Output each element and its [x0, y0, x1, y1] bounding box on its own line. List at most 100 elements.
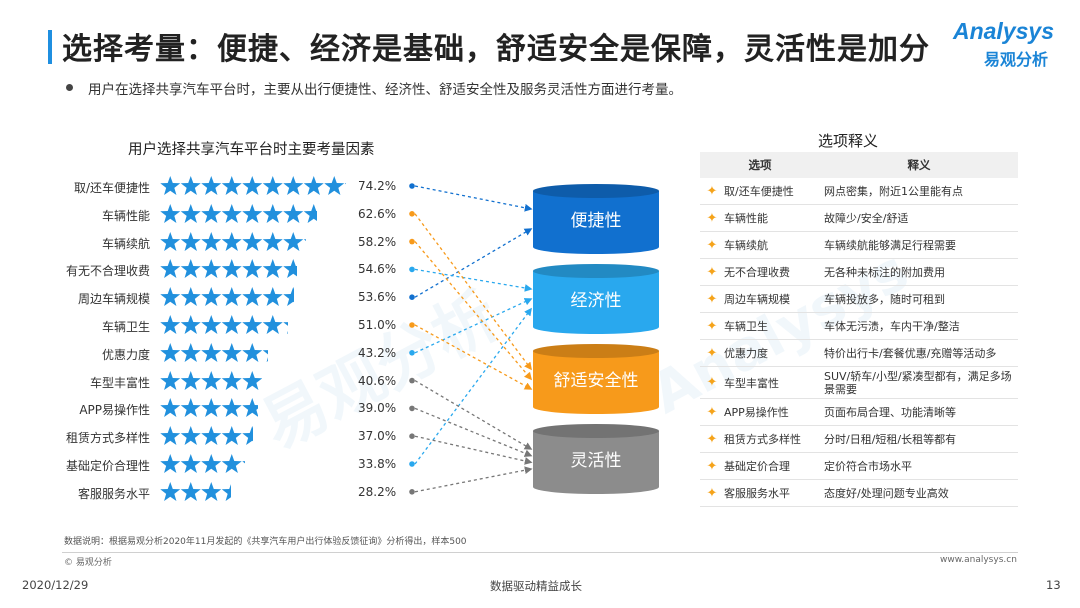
star-mark	[283, 176, 304, 195]
definition-option: APP易操作性	[724, 406, 789, 419]
definition-row: ✦ 客服服务水平 态度好/处理问题专业高效	[700, 480, 1018, 507]
star-mark	[242, 315, 263, 334]
star-mark	[160, 315, 181, 334]
category-label: 周边车辆规模	[77, 292, 150, 307]
star-mark	[324, 176, 345, 195]
cylinder-label: 便捷性	[571, 211, 622, 231]
chart-row: 租赁方式多样性 37.0%	[0, 424, 396, 448]
star-mark	[242, 426, 253, 446]
star-mark	[242, 342, 263, 362]
value-label: 74.2%	[358, 179, 397, 193]
category-label: 客服服务水平	[77, 486, 150, 501]
value-label: 53.6%	[358, 290, 397, 305]
star-mark	[180, 398, 201, 418]
header-option: 选项	[748, 158, 772, 172]
category-label: 车辆卫生	[101, 320, 150, 334]
star-bar	[160, 424, 253, 448]
sparkle-icon: ✦	[706, 375, 718, 390]
definition-option: 车辆性能	[724, 212, 768, 225]
connector-dot	[409, 183, 415, 189]
connector-dot	[409, 211, 415, 217]
chart-row: 优惠力度 43.2%	[0, 341, 396, 365]
value-label: 33.8%	[358, 457, 397, 471]
star-mark	[221, 203, 242, 223]
value-label: 28.2%	[358, 484, 397, 499]
star-mark	[242, 461, 245, 464]
logo-text-en: Analysys	[952, 18, 1054, 44]
star-mark	[180, 454, 201, 473]
definition-option: 周边车辆规模	[724, 293, 790, 306]
definition-row: ✦ 车型丰富性 SUV/轿车/小型/紧凑型都有，满足多场景需要	[700, 367, 1018, 399]
star-mark	[201, 203, 222, 223]
connector-dot	[409, 433, 415, 440]
star-mark	[160, 454, 181, 473]
page-title: 选择考量：便捷、经济是基础，舒适安全是保障，灵活性是加分	[62, 32, 930, 67]
cylinder-label: 灵活性	[571, 451, 622, 471]
definition-meaning: 车辆续航能够满足行程需要	[824, 238, 956, 252]
star-mark	[160, 176, 181, 195]
star-mark	[283, 322, 288, 334]
definition-row: ✦ 车辆性能 故障少/安全/舒适	[700, 205, 1018, 232]
definition-row: ✦ APP易操作性 页面布局合理、功能清晰等	[700, 399, 1018, 426]
star-mark	[283, 259, 297, 279]
definition-option: 车型丰富性	[724, 376, 779, 390]
definition-row: ✦ 周边车辆规模 车辆投放多，随时可租到	[700, 286, 1018, 313]
star-mark	[201, 259, 222, 279]
star-mark	[180, 203, 201, 223]
connector-dot	[409, 294, 415, 301]
definition-meaning: 车体无污渍，车内干净/整洁	[824, 319, 960, 333]
star-mark	[160, 370, 181, 390]
star-mark	[221, 426, 242, 446]
sparkle-icon: ✦	[706, 431, 718, 447]
sparkle-icon: ✦	[706, 291, 718, 307]
star-bar	[160, 257, 297, 281]
star-mark	[242, 203, 263, 223]
star-bar	[160, 230, 306, 254]
page-number: 13	[1046, 578, 1061, 592]
connector-dot	[409, 238, 415, 245]
definition-meaning: 网点密集，附近1公里能有点	[824, 184, 963, 198]
sparkle-icon: ✦	[706, 404, 718, 420]
definition-meaning: 页面布局合理、功能清晰等	[824, 405, 956, 419]
connector-line	[414, 213, 532, 371]
definition-option: 客服服务水平	[724, 487, 790, 500]
connector-dot	[409, 405, 415, 412]
star-mark	[180, 287, 201, 307]
definitions-table: 选项 释义 ✦ 取/还车便捷性 网点密集，附近1公里能有点 ✦ 车辆性能 故障少/安全/舒…	[700, 152, 1018, 507]
star-mark	[180, 315, 201, 334]
star-bar	[160, 313, 288, 337]
chart-row: 车辆续航 58.2%	[0, 230, 396, 254]
chart-row: 车辆卫生 51.0%	[0, 313, 396, 337]
definition-meaning: 特价出行卡/套餐优惠/充赠等活动多	[824, 346, 997, 360]
star-mark	[180, 176, 201, 195]
category-label: 车辆续航	[101, 236, 150, 251]
definition-meaning: 故障少/安全/舒适	[824, 211, 909, 225]
star-mark	[180, 370, 201, 390]
sparkle-icon: ✦	[706, 485, 718, 501]
definition-row: ✦ 优惠力度 特价出行卡/套餐优惠/充赠等活动多	[700, 340, 1018, 367]
star-mark	[242, 231, 263, 251]
value-label: 62.6%	[358, 206, 397, 221]
star-bar	[160, 341, 269, 365]
star-mark	[303, 238, 306, 241]
logo-text-cn: 易观分析	[983, 50, 1048, 69]
bullet-dot	[66, 84, 73, 91]
value-label: 40.6%	[358, 373, 397, 388]
star-bar	[160, 396, 258, 420]
star-mark	[242, 176, 263, 195]
connector-line	[414, 185, 533, 212]
star-mark	[201, 426, 222, 446]
star-mark	[201, 342, 222, 362]
brand-logo: Analysys 易观分析	[934, 18, 1054, 72]
connector-dot	[409, 322, 415, 328]
definitions-title: 选项释义	[818, 132, 879, 150]
definition-row: ✦ 车辆续航 车辆续航能够满足行程需要	[700, 232, 1018, 259]
connector-line	[414, 298, 533, 354]
category-cylinder: 便捷性	[533, 184, 659, 258]
definition-option: 车辆卫生	[724, 320, 768, 333]
website-link[interactable]: www.analysys.cn	[940, 555, 1017, 565]
value-label: 37.0%	[358, 429, 397, 444]
sparkle-icon: ✦	[706, 210, 718, 226]
star-mark	[160, 203, 181, 223]
star-mark	[180, 426, 201, 446]
